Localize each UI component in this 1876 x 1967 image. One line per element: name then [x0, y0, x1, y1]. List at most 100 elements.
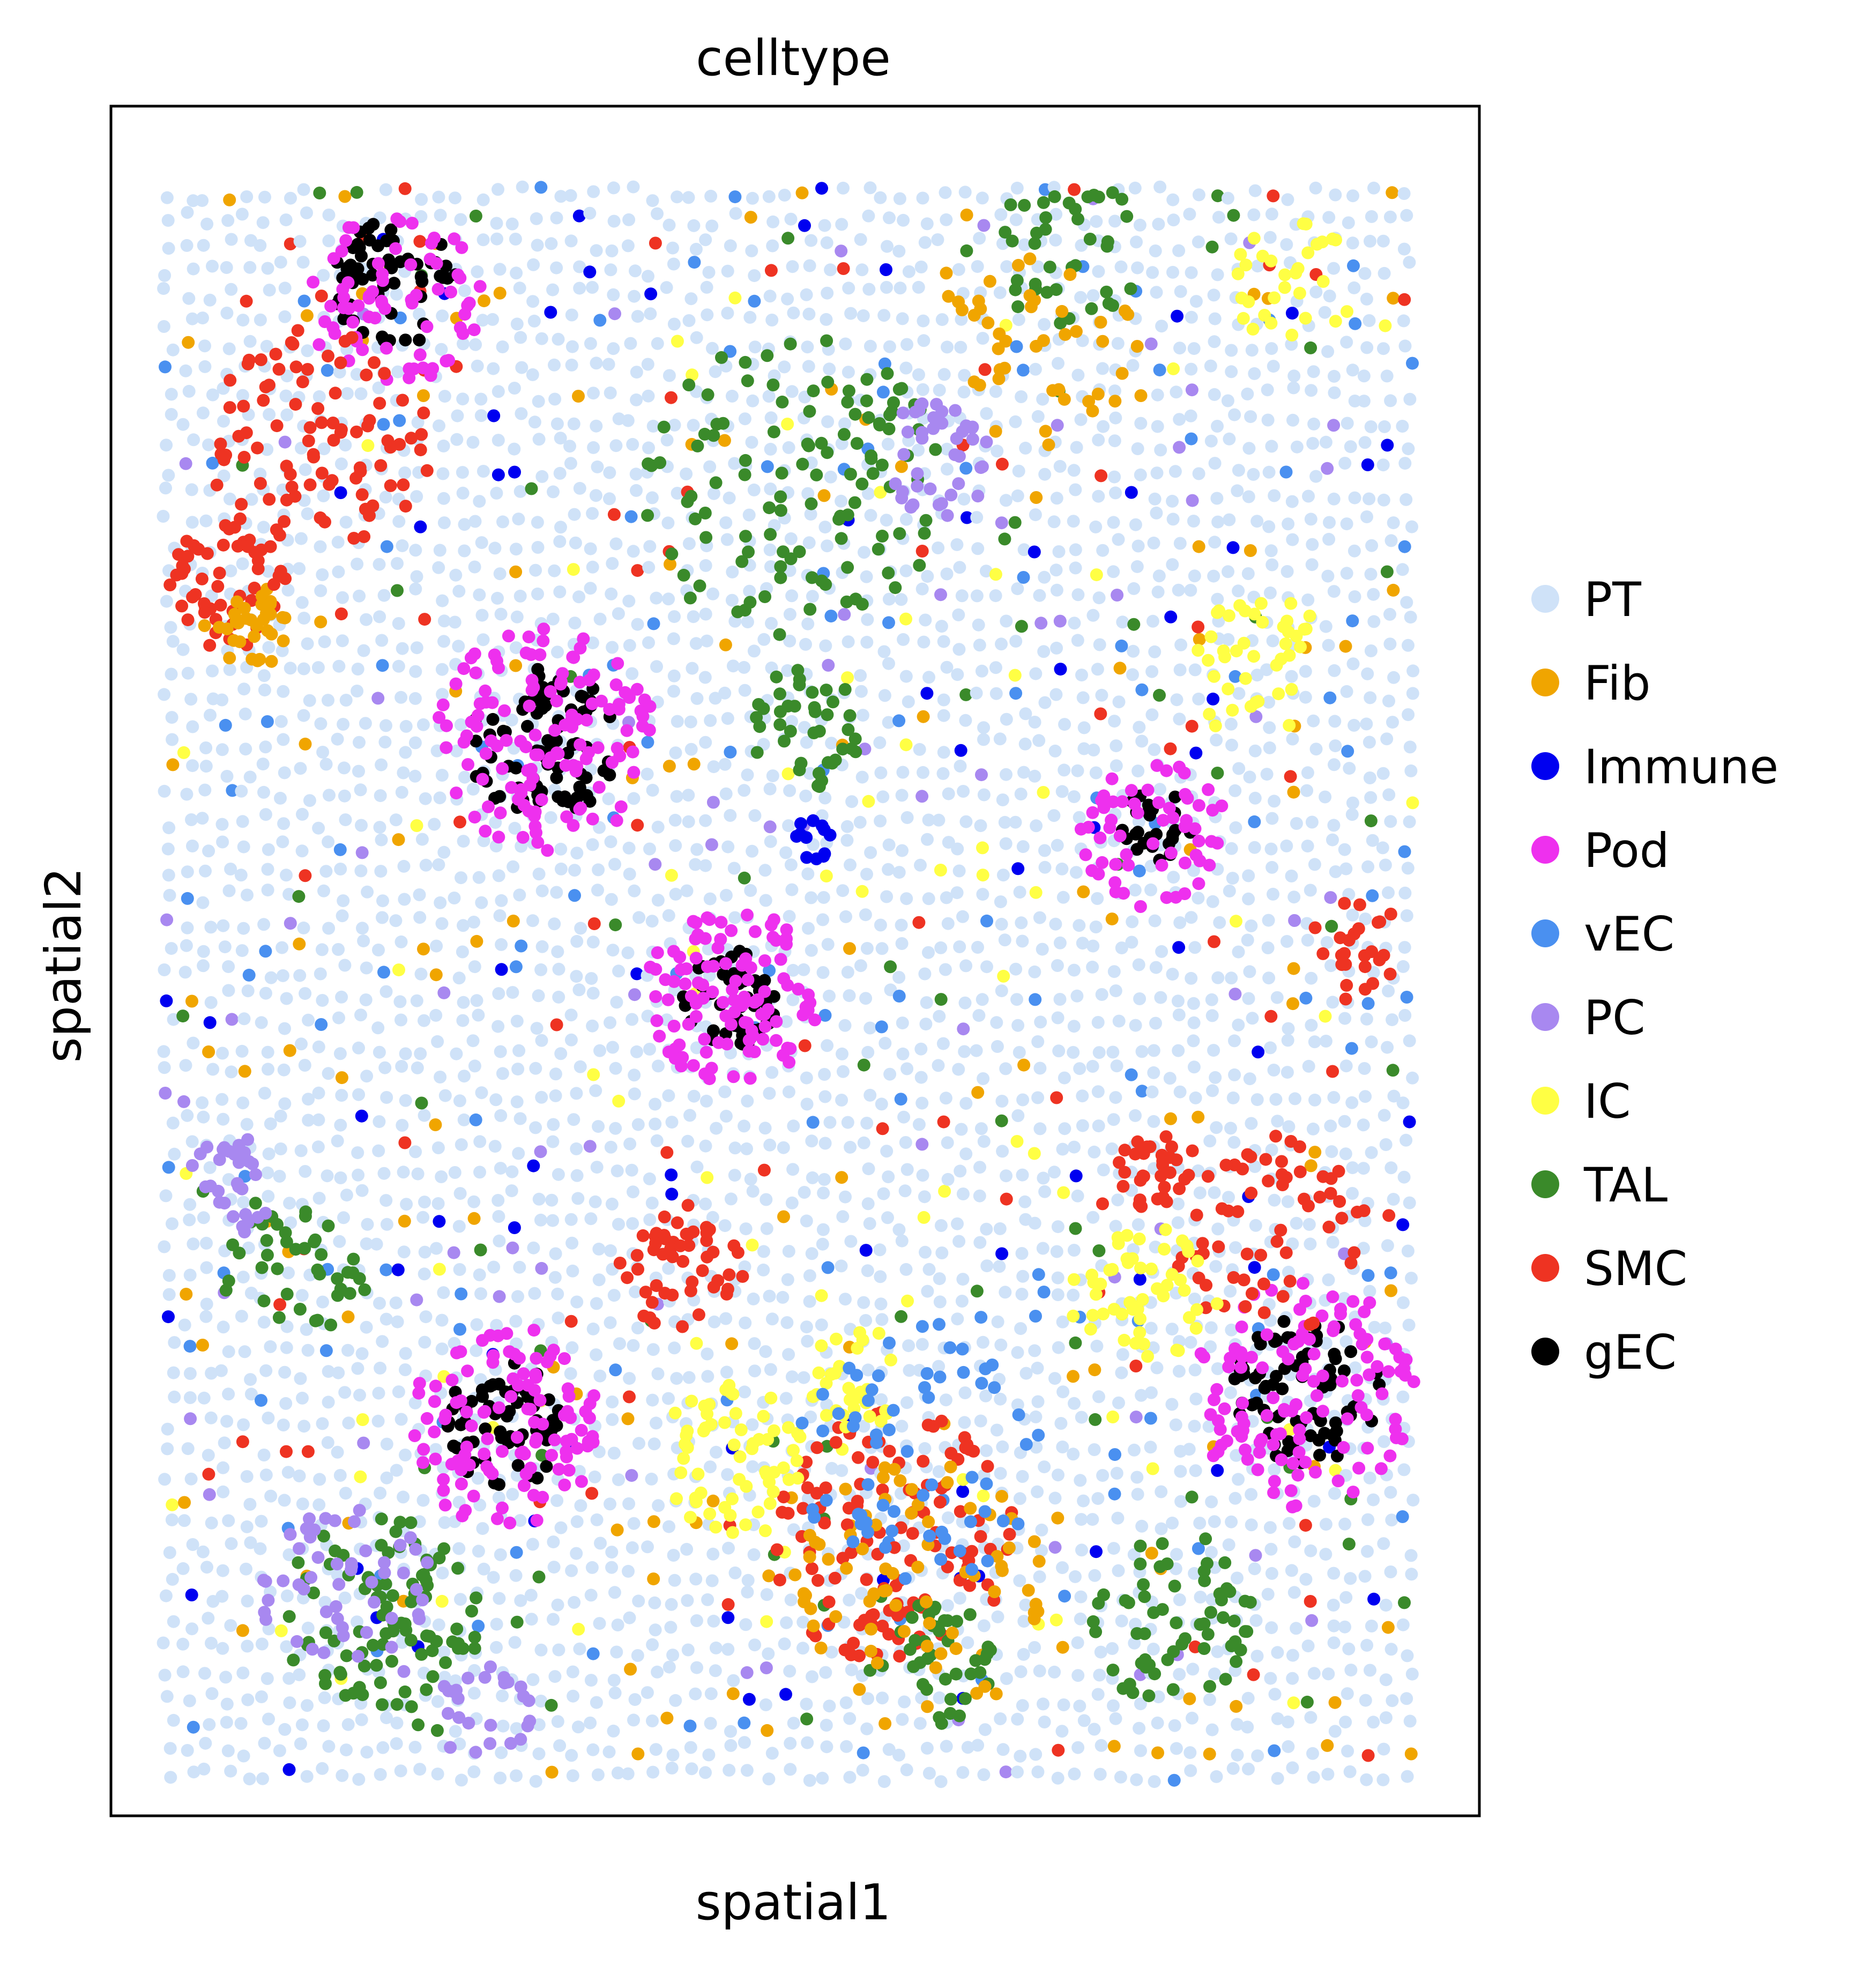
point-pt [455, 871, 467, 885]
point-pt [206, 1063, 220, 1076]
point-pt [165, 388, 178, 401]
point-pt [408, 736, 422, 749]
point-pt [281, 1466, 295, 1479]
point-pt [877, 645, 891, 658]
point-immune [1171, 309, 1184, 323]
point-pt [432, 190, 445, 204]
point-pt [1058, 1122, 1071, 1135]
point-pt [1145, 665, 1159, 678]
point-pt [414, 967, 428, 981]
point-pt [1358, 1570, 1372, 1583]
point-pt [222, 1514, 235, 1527]
point-pt [1051, 1288, 1064, 1301]
point-pt [1280, 839, 1293, 852]
point-pt [1322, 211, 1336, 224]
point-pod [376, 274, 389, 287]
point-pt [467, 1687, 481, 1700]
point-pod [413, 1377, 426, 1390]
point-pt [1097, 1163, 1110, 1177]
point-pt [341, 1718, 355, 1731]
point-pt [550, 261, 563, 274]
point-pt [278, 281, 292, 295]
point-pt [1242, 869, 1255, 882]
point-pod [620, 724, 634, 737]
point-pt [473, 1268, 486, 1281]
point-pt [564, 457, 577, 470]
point-pt [665, 1116, 679, 1129]
point-pt [1187, 1034, 1200, 1048]
point-pt [1058, 1071, 1071, 1085]
point-fib [1151, 1746, 1164, 1760]
point-pt [1262, 520, 1276, 533]
point-vec [333, 843, 347, 856]
point-pt [336, 1769, 349, 1782]
point-pt [240, 1520, 254, 1533]
point-pt [377, 589, 391, 602]
point-fib [1192, 1110, 1205, 1124]
point-pt [702, 266, 716, 279]
point-pt [689, 1572, 703, 1586]
point-tal [1398, 1596, 1411, 1609]
point-pt [622, 1497, 636, 1510]
point-pt [1245, 1117, 1258, 1130]
point-pt [471, 1472, 485, 1485]
point-pt [1067, 963, 1081, 977]
point-pt [570, 1547, 583, 1560]
point-pt [477, 834, 490, 848]
point-pt [1211, 268, 1224, 281]
point-pc [1249, 1549, 1262, 1562]
point-pod [717, 996, 729, 1009]
point-pt [259, 1364, 273, 1377]
point-immune [527, 1159, 540, 1172]
point-pt [1249, 1614, 1263, 1627]
point-pt [351, 1615, 363, 1629]
point-fib [879, 1717, 892, 1730]
point-pod [574, 738, 587, 751]
point-pt [165, 1513, 178, 1526]
point-pt [187, 1237, 200, 1251]
point-pt [529, 1775, 542, 1788]
point-pt [409, 544, 422, 557]
point-pt [1029, 1410, 1043, 1423]
point-pt [1144, 1322, 1158, 1335]
point-pt [817, 1173, 831, 1186]
point-pt [1204, 1546, 1218, 1559]
point-pt [279, 389, 293, 403]
point-pt [1188, 941, 1202, 954]
point-pt [1108, 434, 1121, 448]
point-pt [554, 190, 568, 203]
point-pt [216, 835, 229, 849]
point-pt [510, 1095, 524, 1109]
point-pt [1376, 841, 1389, 855]
point-pc [535, 1261, 548, 1275]
point-pt [1227, 1135, 1241, 1149]
point-pod [687, 915, 700, 928]
point-pt [432, 561, 445, 574]
point-pt [972, 1009, 986, 1022]
point-pt [622, 595, 636, 608]
point-gec [382, 253, 396, 266]
point-immune [160, 994, 173, 1007]
point-pt [759, 1345, 772, 1359]
point-pt [1308, 1035, 1321, 1049]
point-pt [274, 256, 287, 269]
point-pt [1053, 993, 1067, 1006]
point-pt [874, 814, 887, 828]
point-pt [1245, 1488, 1258, 1501]
point-gec [388, 277, 401, 290]
point-fib [718, 434, 731, 447]
point-pt [934, 941, 948, 954]
point-pt [546, 1135, 560, 1148]
point-pt [331, 536, 345, 549]
point-pod [455, 241, 468, 254]
point-pt [376, 1741, 390, 1754]
point-pod [535, 793, 548, 806]
point-pt [860, 635, 874, 649]
point-pt [628, 1068, 641, 1082]
point-pod [1236, 1397, 1249, 1410]
point-pt [747, 1548, 761, 1561]
point-pt [419, 858, 433, 872]
point-pt [1245, 344, 1259, 357]
point-pt [913, 1717, 927, 1730]
point-ic [1319, 1010, 1332, 1023]
